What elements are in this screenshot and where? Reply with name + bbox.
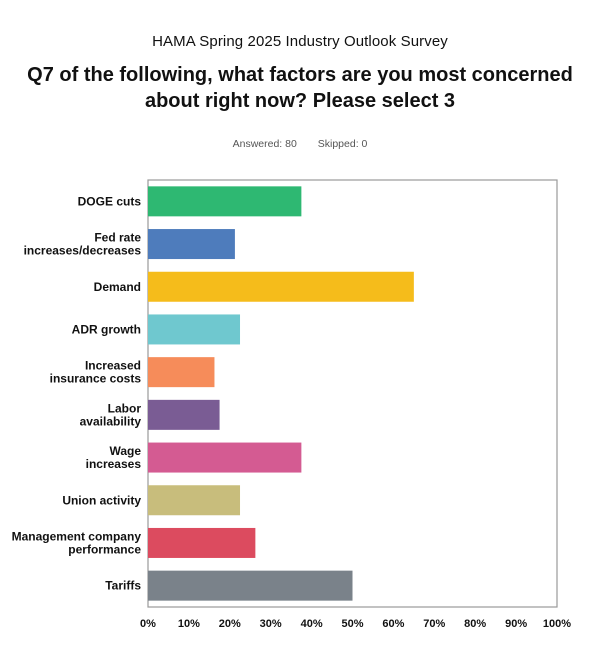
category-label-9: Tariffs — [105, 579, 141, 593]
x-tick-label-9: 90% — [505, 618, 527, 630]
bar-6 — [148, 442, 302, 473]
x-tick-label-7: 70% — [423, 618, 445, 630]
survey-title: HAMA Spring 2025 Industry Outlook Survey — [152, 33, 448, 50]
category-label-2: Demand — [94, 280, 141, 294]
x-tick-label-2: 20% — [219, 618, 241, 630]
bar-7 — [148, 485, 241, 516]
response-stats: Answered: 80 Skipped: 0 — [0, 138, 600, 150]
bar-4 — [148, 357, 215, 388]
bar-3 — [148, 314, 241, 345]
x-tick-label-6: 60% — [382, 618, 404, 630]
category-label-3: ADR growth — [72, 322, 141, 336]
question-line-2: about right now? Please select 3 — [144, 90, 456, 112]
category-label-6: Wage increases — [86, 444, 142, 471]
x-tick-label-3: 30% — [260, 618, 282, 630]
x-tick-label-4: 40% — [301, 618, 323, 630]
bar-2 — [148, 271, 414, 302]
category-label-7: Union activity — [62, 493, 141, 507]
x-tick-label-8: 80% — [464, 618, 486, 630]
category-label-5: Labor availability — [80, 401, 142, 428]
x-tick-label-0: 0% — [140, 618, 156, 630]
category-label-1: Fed rate increases/decreases — [24, 231, 142, 258]
category-label-0: DOGE cuts — [78, 194, 142, 208]
answered-count: Answered: 80 — [232, 138, 297, 150]
bar-9 — [148, 570, 353, 601]
category-label-8: Management company performance — [12, 529, 142, 556]
bar-5 — [148, 399, 220, 430]
bar-0 — [148, 186, 302, 217]
bar-8 — [148, 527, 256, 558]
category-label-4: Increased insurance costs — [50, 359, 142, 386]
x-tick-label-5: 50% — [341, 618, 363, 630]
bar-1 — [148, 229, 235, 260]
question-line-1: Q7 of the following, what factors are yo… — [27, 64, 573, 86]
x-tick-label-1: 10% — [178, 618, 200, 630]
question-text: Q7 of the following, what factors are yo… — [0, 62, 600, 114]
skipped-count: Skipped: 0 — [317, 138, 368, 150]
x-tick-label-10: 100% — [543, 618, 571, 630]
